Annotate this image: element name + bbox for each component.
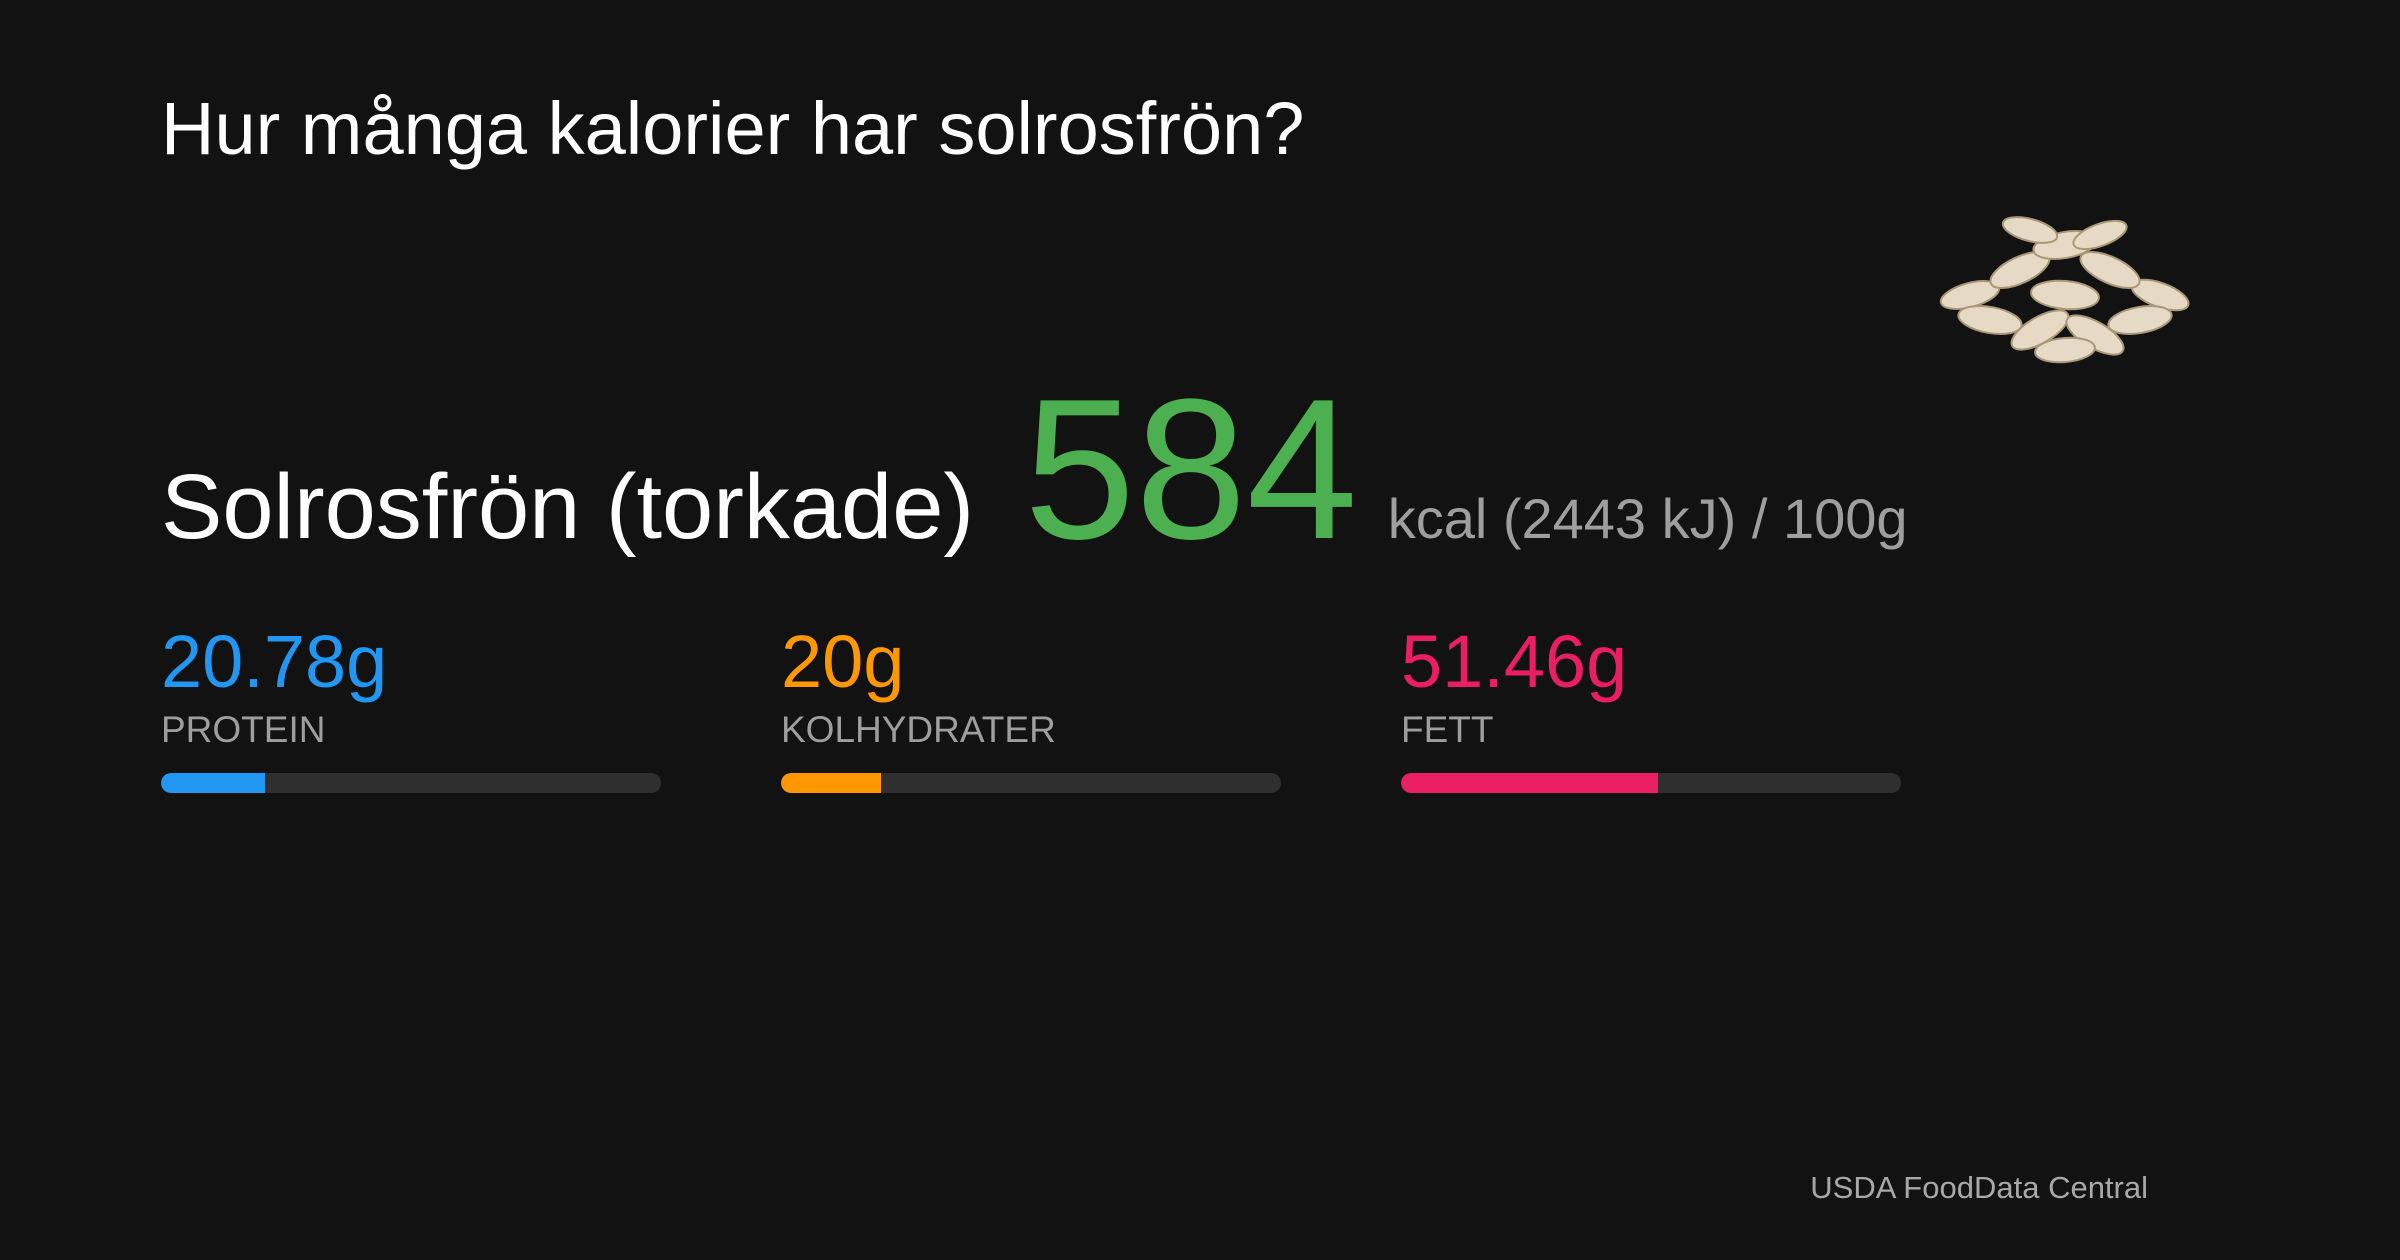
macro-amount: 20g — [781, 620, 905, 703]
macro-name: FETT — [1401, 709, 1494, 750]
food-row: Solrosfrön (torkade) 584 kcal (2443 kJ) … — [161, 370, 1908, 570]
macro-name: PROTEIN — [161, 709, 326, 750]
progress-fill — [781, 773, 881, 793]
food-name: Solrosfrön (torkade) — [161, 456, 974, 558]
macro-name: KOLHYDRATER — [781, 709, 1056, 750]
macro-amount: 51.46g — [1401, 620, 1628, 703]
progress-track — [161, 773, 661, 793]
progress-fill — [1401, 773, 1659, 793]
macro: 20g KOLHYDRATER — [781, 625, 1281, 793]
progress-track — [1401, 773, 1901, 793]
macro-amount: 20.78g — [161, 620, 388, 703]
macro: 20.78g PROTEIN — [161, 625, 661, 793]
seed-pile-image — [1939, 216, 2190, 364]
progress-fill — [161, 773, 265, 793]
calories: 584 — [1024, 358, 1358, 581]
source: USDA FoodData Central — [1810, 1170, 2148, 1205]
macro: 51.46g FETT — [1401, 625, 1901, 793]
title: Hur många kalorier har solrosfrön? — [161, 87, 1305, 170]
progress-track — [781, 773, 1281, 793]
calorie-unit: kcal (2443 kJ) / 100g — [1387, 487, 1908, 550]
